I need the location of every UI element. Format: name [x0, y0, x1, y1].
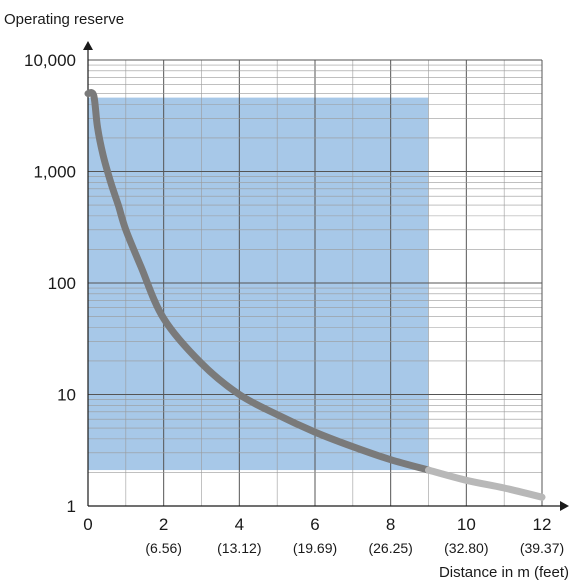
y-tick-label: 100	[48, 274, 76, 293]
x-tick-sublabel: (6.56)	[145, 540, 182, 556]
x-tick-label: 4	[235, 515, 244, 534]
y-axis-title: Operating reserve	[4, 11, 124, 28]
y-tick-label: 10,000	[24, 51, 76, 70]
shaded-operating-region	[88, 97, 429, 471]
x-axis-arrow-icon	[560, 501, 569, 511]
x-tick-sublabel: (26.25)	[368, 540, 412, 556]
x-tick-sublabel: (13.12)	[217, 540, 261, 556]
y-axis-arrow-icon	[83, 41, 93, 50]
x-tick-label: 8	[386, 515, 395, 534]
x-axis-title: Distance in m (feet)	[439, 564, 569, 581]
series-line	[425, 466, 546, 501]
x-tick-label: 0	[83, 515, 92, 534]
x-tick-label: 2	[159, 515, 168, 534]
x-tick-label: 6	[310, 515, 319, 534]
y-tick-label: 10	[57, 386, 76, 405]
grid	[88, 59, 543, 506]
x-tick-label: 10	[457, 515, 476, 534]
x-tick-sublabel: (32.80)	[444, 540, 488, 556]
x-tick-label: 12	[533, 515, 552, 534]
x-tick-sublabel: (39.37)	[520, 540, 564, 556]
x-tick-sublabel: (19.69)	[293, 540, 337, 556]
y-tick-label: 1	[67, 497, 76, 516]
series-line	[84, 89, 432, 474]
y-tick-label: 1,000	[33, 163, 76, 182]
